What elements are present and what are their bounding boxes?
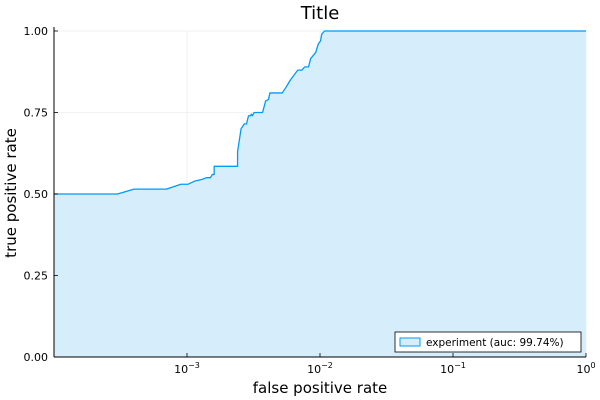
legend-swatch [399, 337, 421, 347]
x-tick-label: 10−2 [307, 361, 333, 376]
legend-label: experiment (auc: 99.74%) [426, 337, 564, 349]
x-tick-label: 10−1 [440, 361, 466, 376]
y-tick-label: 0.75 [24, 107, 49, 120]
y-tick-label: 0.25 [24, 270, 49, 283]
x-tick-label: 10−3 [174, 361, 200, 376]
y-axis-label: true positive rate [2, 128, 20, 258]
x-axis-label: false positive rate [253, 379, 388, 397]
series-layer [54, 30, 586, 357]
tick-labels: 0.00 0.25 0.50 0.75 1.00 10−3 10−2 10−1 100 [24, 25, 596, 376]
legend: experiment (auc: 99.74%) [394, 331, 582, 353]
chart-title: Title [300, 3, 340, 24]
x-tick-label: 100 [576, 361, 595, 376]
y-tick-label: 0.50 [24, 188, 49, 201]
series-area [54, 31, 586, 357]
y-tick-label: 0.00 [24, 351, 49, 364]
series-line [54, 30, 586, 195]
y-tick-label: 1.00 [24, 25, 49, 38]
axes [53, 27, 587, 358]
legend-box [394, 331, 582, 353]
